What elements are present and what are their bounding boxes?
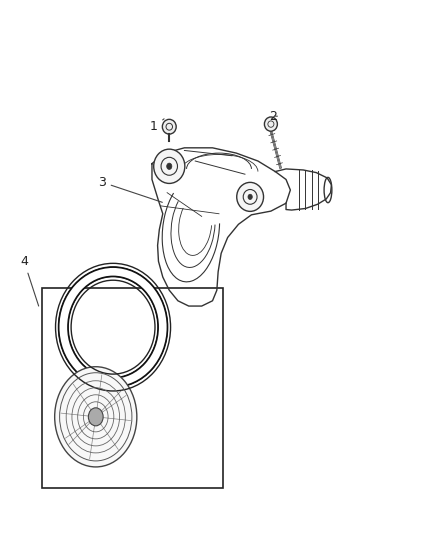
Circle shape [167,163,172,169]
Text: 2: 2 [269,110,277,123]
Ellipse shape [154,149,185,183]
Ellipse shape [237,182,264,212]
Ellipse shape [162,119,176,134]
Circle shape [55,367,137,467]
Text: 4: 4 [20,255,39,306]
Bar [42,288,223,488]
Ellipse shape [265,117,277,131]
Text: 3: 3 [98,175,162,203]
Circle shape [248,194,252,199]
Circle shape [88,408,103,426]
Text: 1: 1 [150,119,164,133]
